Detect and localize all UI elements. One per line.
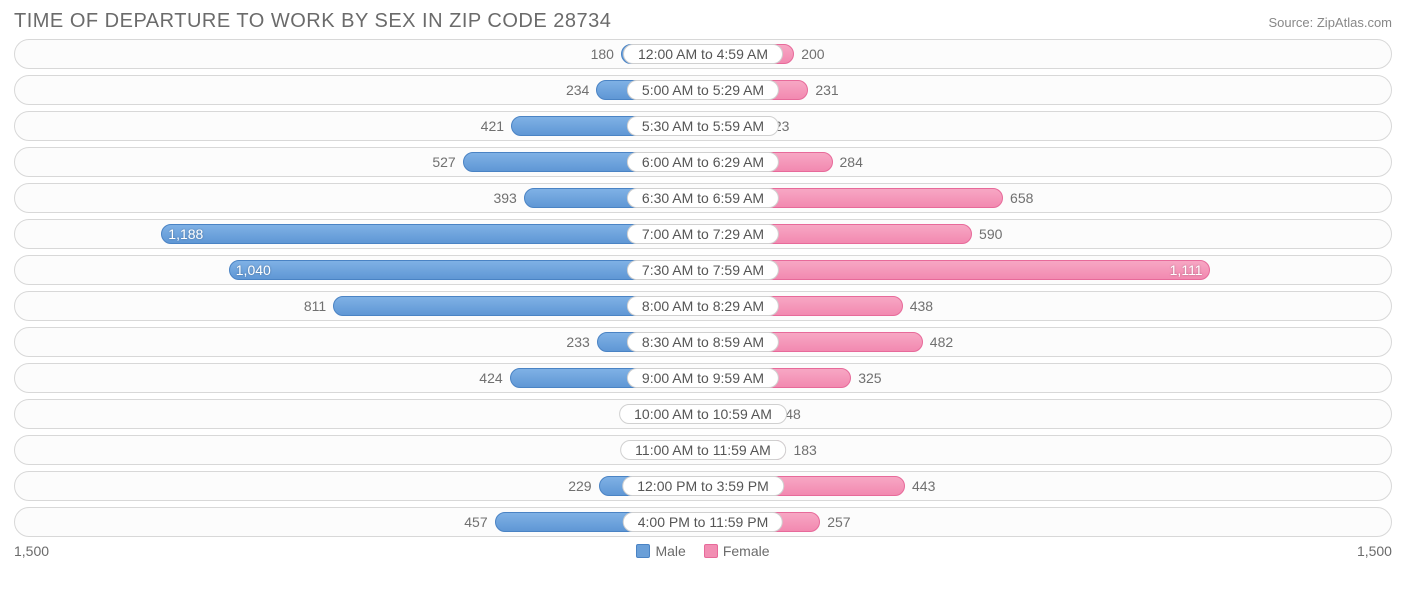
male-side: 24 — [19, 404, 703, 424]
female-value: 482 — [922, 334, 953, 350]
female-side: 438 — [703, 296, 1387, 316]
female-value: 1,111 — [1170, 262, 1203, 278]
female-side: 590 — [703, 224, 1387, 244]
male-value: 811 — [304, 298, 334, 314]
chart-legend: Male Female — [636, 543, 769, 559]
male-bar: 1,188 — [161, 224, 703, 244]
male-value: 457 — [464, 514, 495, 530]
female-side: 325 — [703, 368, 1387, 388]
category-label: 10:00 AM to 10:59 AM — [619, 404, 787, 424]
male-side: 229 — [19, 476, 703, 496]
category-label: 7:00 AM to 7:29 AM — [627, 224, 779, 244]
axis-left-max: 1,500 — [14, 543, 49, 559]
category-label: 8:30 AM to 8:59 AM — [627, 332, 779, 352]
legend-female-label: Female — [723, 543, 770, 559]
male-value: 421 — [481, 118, 512, 134]
female-value: 658 — [1002, 190, 1033, 206]
female-side: 123 — [703, 116, 1387, 136]
male-side: 104 — [19, 440, 703, 460]
chart-row: 229 443 12:00 PM to 3:59 PM — [14, 471, 1392, 501]
chart-row: 393 658 6:30 AM to 6:59 AM — [14, 183, 1392, 213]
female-side: 443 — [703, 476, 1387, 496]
chart-row: 421 1235:30 AM to 5:59 AM — [14, 111, 1392, 141]
chart-row: 527 284 6:00 AM to 6:29 AM — [14, 147, 1392, 177]
male-side: 457 — [19, 512, 703, 532]
female-side: 284 — [703, 152, 1387, 172]
male-value: 393 — [493, 190, 524, 206]
chart-title: TIME OF DEPARTURE TO WORK BY SEX IN ZIP … — [14, 10, 611, 33]
female-value: 443 — [904, 478, 935, 494]
male-side: 424 — [19, 368, 703, 388]
female-value: 438 — [902, 298, 933, 314]
female-side: 148 — [703, 404, 1387, 424]
male-side: 234 — [19, 80, 703, 100]
female-side: 658 — [703, 188, 1387, 208]
male-value: 233 — [566, 334, 597, 350]
category-label: 5:30 AM to 5:59 AM — [627, 116, 779, 136]
male-value: 180 — [591, 46, 622, 62]
chart-row: 424 325 9:00 AM to 9:59 AM — [14, 363, 1392, 393]
male-side: 1,040 — [19, 260, 703, 280]
category-label: 8:00 AM to 8:29 AM — [627, 296, 779, 316]
female-side: 257 — [703, 512, 1387, 532]
female-side: 482 — [703, 332, 1387, 352]
chart-row: 233 482 8:30 AM to 8:59 AM — [14, 327, 1392, 357]
male-swatch-icon — [636, 544, 650, 558]
male-side: 233 — [19, 332, 703, 352]
female-swatch-icon — [704, 544, 718, 558]
male-value: 527 — [432, 154, 463, 170]
female-value: 200 — [793, 46, 824, 62]
chart-row: 811 438 8:00 AM to 8:29 AM — [14, 291, 1392, 321]
male-value: 424 — [479, 370, 510, 386]
female-side: 231 — [703, 80, 1387, 100]
male-side: 421 — [19, 116, 703, 136]
female-value: 325 — [850, 370, 881, 386]
female-value: 257 — [819, 514, 850, 530]
axis-right-max: 1,500 — [1357, 543, 1392, 559]
female-bar: 1,111 — [703, 260, 1210, 280]
male-side: 1,188 — [19, 224, 703, 244]
category-label: 9:00 AM to 9:59 AM — [627, 368, 779, 388]
chart-source: Source: ZipAtlas.com — [1268, 15, 1392, 30]
female-value: 284 — [832, 154, 863, 170]
chart-row: 1,188 590 7:00 AM to 7:29 AM — [14, 219, 1392, 249]
category-label: 11:00 AM to 11:59 AM — [620, 440, 786, 460]
category-label: 7:30 AM to 7:59 AM — [627, 260, 779, 280]
chart-row: 104 18311:00 AM to 11:59 AM — [14, 435, 1392, 465]
female-side: 1,111 — [703, 260, 1387, 280]
chart-row: 1,040 1,111 7:30 AM to 7:59 AM — [14, 255, 1392, 285]
legend-female: Female — [704, 543, 770, 559]
chart-row: 180 200 12:00 AM to 4:59 AM — [14, 39, 1392, 69]
male-value: 1,040 — [236, 262, 271, 278]
male-value: 1,188 — [168, 226, 203, 242]
legend-male: Male — [636, 543, 685, 559]
category-label: 4:00 PM to 11:59 PM — [623, 512, 783, 532]
chart-row: 2414810:00 AM to 10:59 AM — [14, 399, 1392, 429]
chart-row: 457 257 4:00 PM to 11:59 PM — [14, 507, 1392, 537]
female-side: 200 — [703, 44, 1387, 64]
category-label: 12:00 AM to 4:59 AM — [623, 44, 783, 64]
male-side: 811 — [19, 296, 703, 316]
chart-row: 234 231 5:00 AM to 5:29 AM — [14, 75, 1392, 105]
male-side: 527 — [19, 152, 703, 172]
category-label: 6:30 AM to 6:59 AM — [627, 188, 779, 208]
male-value: 234 — [566, 82, 597, 98]
legend-male-label: Male — [655, 543, 685, 559]
chart-rows: 180 200 12:00 AM to 4:59 AM 234 231 5:00 AM t… — [14, 39, 1392, 537]
chart-header: TIME OF DEPARTURE TO WORK BY SEX IN ZIP … — [14, 10, 1392, 33]
chart-footer: 1,500 Male Female 1,500 — [14, 543, 1392, 559]
male-side: 393 — [19, 188, 703, 208]
category-label: 6:00 AM to 6:29 AM — [627, 152, 779, 172]
female-side: 183 — [703, 440, 1387, 460]
category-label: 5:00 AM to 5:29 AM — [627, 80, 779, 100]
male-side: 180 — [19, 44, 703, 64]
female-value: 590 — [971, 226, 1002, 242]
male-value: 229 — [568, 478, 599, 494]
female-value: 231 — [807, 82, 838, 98]
female-value: 183 — [785, 442, 816, 458]
category-label: 12:00 PM to 3:59 PM — [622, 476, 784, 496]
